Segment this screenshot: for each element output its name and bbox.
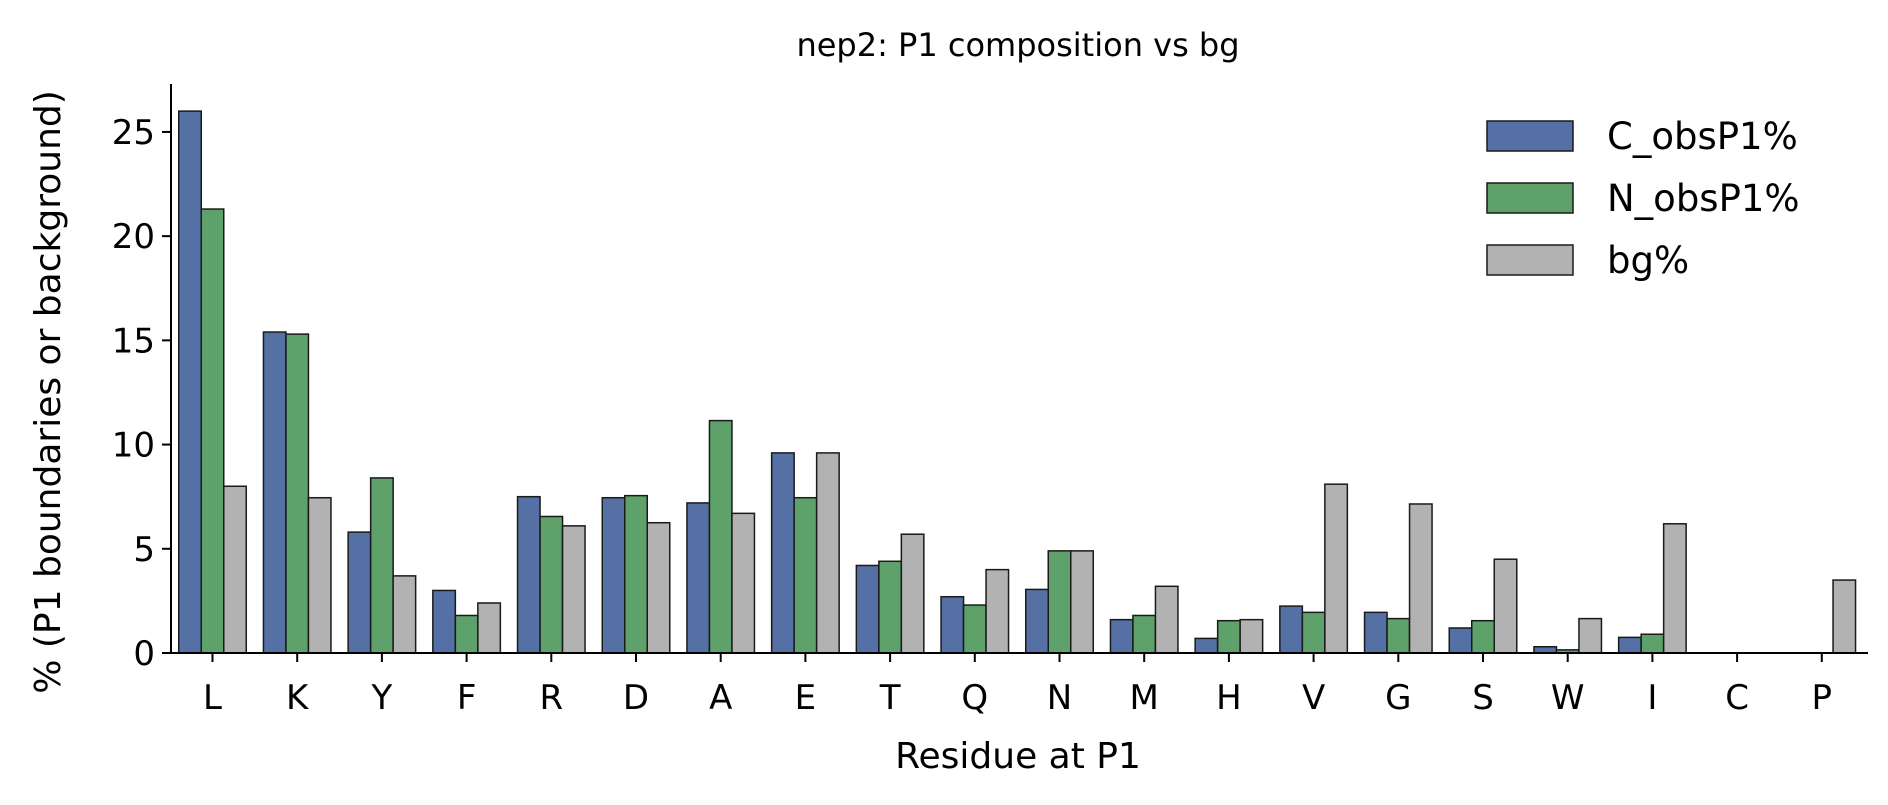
bar-cobsp1-Y [347,531,372,654]
x-tick-label: Y [371,678,393,718]
x-tick-label: K [286,678,310,718]
x-tick-label: G [1385,678,1411,718]
x-tick-label: H [1216,678,1242,718]
bar-nobsp1-Y [369,477,394,654]
bar-bg-M [1154,585,1179,654]
legend-swatch [1486,182,1574,214]
bar-bg-F [477,602,502,654]
bar-bg-T [900,533,925,654]
bar-bg-H [1239,618,1264,654]
bar-bg-G [1408,503,1433,654]
x-tick-label: C [1725,678,1749,718]
x-tick-label: N [1047,678,1072,718]
bar-cobsp1-A [686,502,711,654]
x-tick-label: M [1130,678,1159,718]
bar-nobsp1-H [1216,619,1241,654]
y-axis-label: % (P1 boundaries or background) [28,90,69,694]
legend-item: bg% [1486,239,1689,282]
bar-cobsp1-I [1617,636,1642,654]
bar-bg-A [731,512,756,654]
legend-item: N_obsP1% [1486,177,1800,220]
x-tick-label: P [1812,678,1833,718]
bar-bg-N [1070,550,1094,654]
bar-cobsp1-S [1448,627,1473,654]
x-tick-label: V [1302,678,1325,718]
bar-bg-W [1578,617,1603,654]
bar-cobsp1-H [1194,637,1219,654]
bar-bg-Y [392,575,417,654]
bar-nobsp1-R [539,515,564,654]
x-tick-label: L [203,678,222,718]
x-tick-label: F [457,678,477,718]
legend-label: bg% [1607,239,1689,282]
y-tick-label: 20 [112,217,155,257]
chart-title: nep2: P1 composition vs bg [796,26,1239,64]
bar-nobsp1-K [285,333,310,654]
legend-swatch [1486,244,1574,276]
bar-nobsp1-T [878,560,903,654]
legend-item: C_obsP1% [1486,115,1798,158]
bar-bg-P [1832,579,1857,654]
bar-bg-R [561,525,586,654]
y-tick-label: 5 [133,530,155,570]
bar-cobsp1-R [516,495,541,654]
bar-bg-S [1493,558,1518,654]
bar-nobsp1-D [624,494,648,654]
bar-cobsp1-D [601,496,626,654]
legend-label: C_obsP1% [1607,115,1798,158]
x-tick-label: D [623,678,649,718]
bar-nobsp1-E [793,496,818,654]
y-tick-label: 10 [112,426,155,466]
x-tick-label: E [795,678,816,718]
bar-bg-I [1662,523,1687,654]
legend-swatch [1486,120,1574,152]
bar-cobsp1-E [770,452,795,654]
bar-bg-L [223,485,247,654]
bar-bg-Q [985,568,1010,654]
bar-nobsp1-L [200,208,225,654]
bar-nobsp1-Q [962,604,987,654]
bar-bg-V [1324,483,1349,654]
bar-bg-D [646,521,671,654]
x-tick-label: W [1551,678,1585,718]
bar-cobsp1-V [1279,605,1304,654]
x-tick-label: T [879,678,901,718]
bar-cobsp1-N [1025,588,1049,654]
bar-cobsp1-K [262,331,287,654]
x-tick-label: Q [961,678,988,718]
bar-nobsp1-M [1132,614,1157,654]
bar-nobsp1-N [1047,550,1072,654]
bar-nobsp1-I [1640,633,1665,654]
bar-cobsp1-G [1363,611,1388,654]
bar-nobsp1-F [454,614,479,654]
y-axis: 0 5 10 15 20 25 [112,84,172,674]
bar-cobsp1-F [432,589,457,654]
bar-cobsp1-Q [940,595,965,654]
x-tick-label: S [1472,678,1494,718]
legend-label: N_obsP1% [1607,177,1800,220]
bar-nobsp1-S [1471,619,1495,654]
x-axis-label: Residue at P1 [895,736,1141,777]
bar-cobsp1-L [178,110,202,654]
plot-area [178,110,1857,654]
y-tick-label: 0 [133,634,155,674]
bar-nobsp1-V [1301,611,1326,654]
y-tick-label: 15 [112,321,155,361]
x-tick-label: R [539,678,563,718]
x-tick-label: I [1647,678,1657,718]
bar-cobsp1-T [855,564,880,654]
y-tick-label: 25 [112,113,155,153]
bar-cobsp1-M [1109,618,1134,654]
bar-bg-K [307,496,332,654]
x-tick-label: A [709,678,732,718]
bar-nobsp1-A [708,419,733,654]
bar-bg-E [815,452,840,654]
bar-nobsp1-G [1386,617,1411,654]
legend: C_obsP1% N_obsP1% bg% [1486,115,1800,282]
